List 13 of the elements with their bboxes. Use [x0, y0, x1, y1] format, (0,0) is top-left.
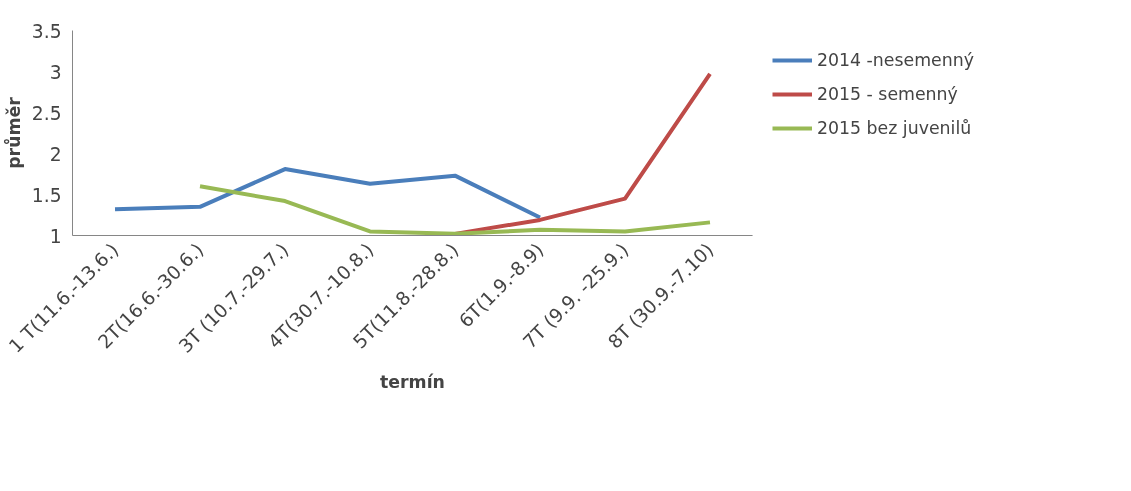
y-tick-label: 2 [49, 143, 62, 165]
y-axis-title: průměr [2, 96, 24, 169]
y-tick-label: 3.5 [31, 20, 62, 42]
y-tick-label: 2.5 [31, 102, 62, 124]
y-tick-label: 3 [49, 61, 62, 83]
y-tick-label: 1.5 [31, 184, 62, 206]
legend-label: 2014 -nesemenný [817, 50, 974, 70]
line-series [198, 184, 712, 236]
y-tick-label: 1 [49, 225, 62, 247]
legend-label: 2015 bez juvenilů [817, 118, 972, 138]
line-series [113, 167, 542, 220]
x-axis-title: termín [380, 372, 445, 393]
legend-label: 2015 - semenný [817, 84, 958, 104]
